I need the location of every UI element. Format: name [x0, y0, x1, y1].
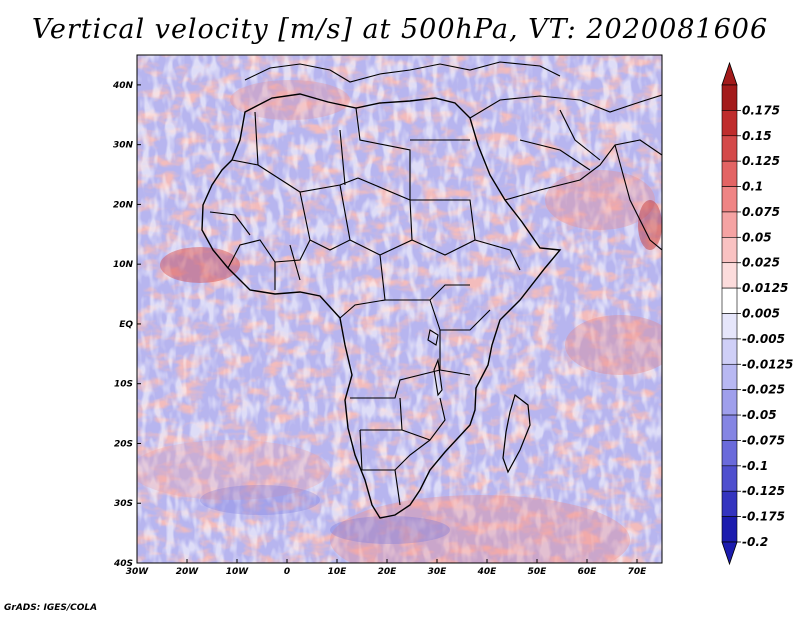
plot-frame [136, 54, 663, 564]
colorbar-label: 0.025 [742, 256, 780, 270]
latitude-axis: 40N 30N 20N 10N EQ 10S 20S 30S 40S [112, 81, 141, 569]
lon-label: 70E [628, 567, 648, 577]
colorbar-label: -0.0125 [742, 357, 793, 371]
colorbar-swatch [721, 313, 738, 340]
colorbar-label: 0.05 [742, 230, 772, 244]
colorbar-swatch [721, 414, 738, 441]
chart-title: Vertical velocity [m/s] at 500hPa, VT: 2… [31, 14, 769, 45]
colorbar-swatch [721, 135, 738, 162]
colorbar-top-arrow [721, 61, 738, 86]
lon-label: 30E [428, 567, 448, 577]
lat-label: EQ [119, 320, 133, 330]
colorbar-label: -0.05 [742, 408, 777, 422]
colorbar: 0.175 0.15 0.125 0.1 0.075 0.05 0.025 0.0125 0.0… [721, 61, 793, 566]
grads-credit: GrADS: IGES/COLA [4, 603, 98, 613]
colorbar-label: -0.075 [742, 433, 785, 447]
colorbar-label: 0.075 [742, 205, 780, 219]
colorbar-swatch [721, 465, 738, 492]
colorbar-swatch [721, 490, 738, 517]
lat-label: 30S [114, 499, 133, 509]
colorbar-swatch [721, 338, 738, 365]
colorbar-label: -0.005 [742, 332, 785, 346]
colorbar-label: 0.175 [742, 103, 780, 117]
colorbar-swatch [721, 516, 738, 543]
lat-label: 20N [113, 200, 134, 210]
colorbar-swatch [721, 262, 738, 289]
colorbar-label: -0.175 [742, 510, 785, 524]
colorbar-label: -0.2 [742, 535, 768, 549]
colorbar-swatch [721, 211, 738, 238]
colorbar-swatch [721, 110, 738, 137]
lat-label: 30N [113, 141, 134, 151]
colorbar-swatch [721, 84, 738, 111]
colorbar-swatch [721, 363, 738, 390]
lon-label: 60E [578, 567, 598, 577]
lon-label: 10E [328, 567, 348, 577]
lon-label: 10W [226, 567, 250, 577]
lat-label: 10S [114, 380, 133, 390]
colorbar-swatch [721, 440, 738, 467]
colorbar-label: 0.1 [742, 180, 763, 194]
colorbar-label: 0.005 [742, 307, 780, 321]
lon-label: 0 [284, 567, 290, 577]
lon-label: 50E [528, 567, 548, 577]
coastlines-and-borders [201, 61, 662, 519]
colorbar-swatch [721, 186, 738, 213]
colorbar-label: -0.1 [742, 459, 768, 473]
colorbar-label: 0.125 [742, 154, 780, 168]
colorbar-swatch [721, 160, 738, 187]
colorbar-bottom-arrow [721, 541, 738, 566]
lon-label: 20W [176, 567, 200, 577]
vertical-velocity-field [137, 55, 662, 563]
longitude-axis: 30W 20W 10W 0 10E 20E 30E 40E 50E 60E 70E [126, 559, 647, 577]
colorbar-swatch [721, 237, 738, 264]
colorbar-swatch [721, 389, 738, 416]
lat-label: 10N [113, 260, 134, 270]
lon-label: 20E [378, 567, 398, 577]
colorbar-label: -0.025 [742, 383, 785, 397]
lat-label: 20S [114, 439, 133, 449]
colorbar-label: 0.15 [742, 129, 772, 143]
lat-label: 40N [112, 81, 134, 91]
colorbar-label: 0.0125 [742, 281, 788, 295]
lon-label: 40E [477, 567, 498, 577]
lon-label: 30W [126, 567, 150, 577]
colorbar-swatch [721, 287, 738, 314]
colorbar-label: -0.125 [742, 484, 785, 498]
lat-label: 40S [113, 559, 133, 569]
